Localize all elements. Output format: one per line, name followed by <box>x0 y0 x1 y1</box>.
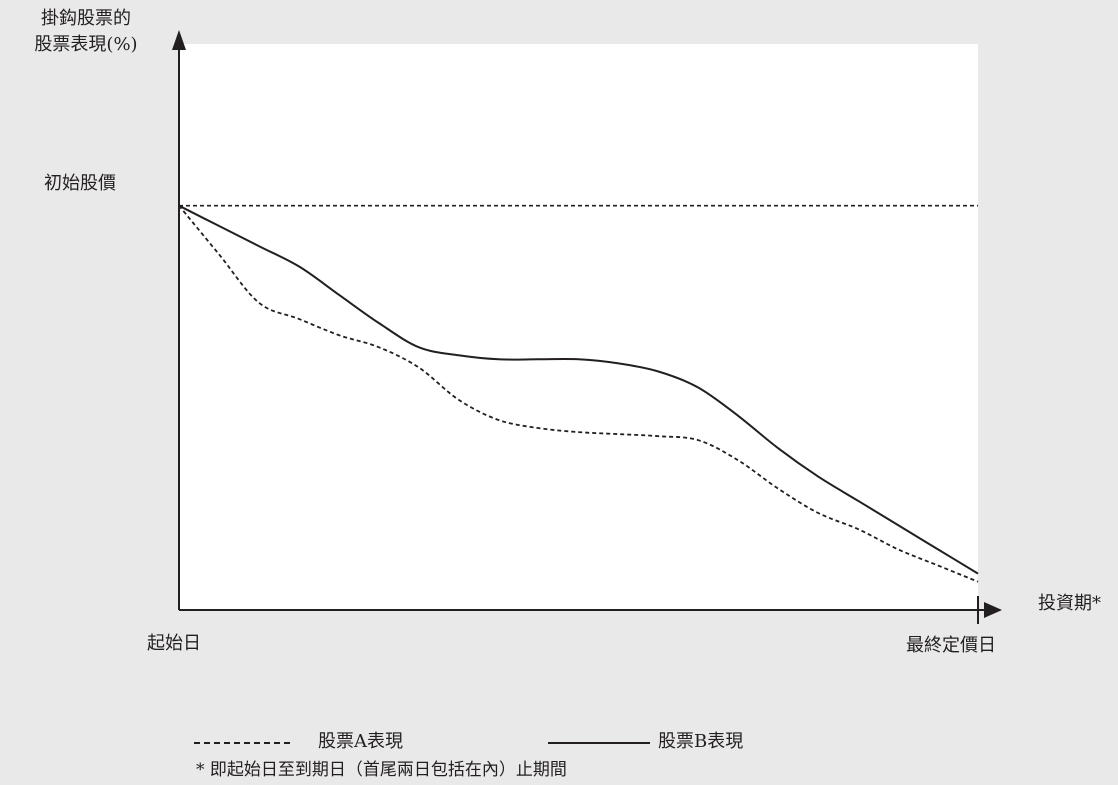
initial-price-label: 初始股價 <box>44 173 116 194</box>
x-axis-label: 投資期* <box>1038 593 1101 614</box>
y-axis-label-line1: 掛鈎股票的 <box>41 8 131 29</box>
y-axis-arrow-icon <box>172 30 186 50</box>
legend-stock-a-label: 股票A表現 <box>318 731 403 752</box>
series-stock-a-line <box>178 205 979 583</box>
y-axis-label: 掛鈎股票的 股票表現(%) <box>6 6 166 58</box>
legend-stock-b-swatch <box>548 742 650 744</box>
footnote: * 即起始日至到期日（首尾兩日包括在內）止期間 <box>196 760 567 780</box>
final-pricing-date-label: 最終定價日 <box>906 635 996 656</box>
legend-stock-a-swatch <box>194 742 290 744</box>
y-axis-label-line2: 股票表現(%) <box>34 34 138 55</box>
legend-stock-b-label: 股票B表現 <box>658 731 744 752</box>
plot-area <box>179 44 978 610</box>
x-axis-arrow-icon <box>984 602 1002 618</box>
series-stock-b-line <box>178 204 979 575</box>
start-date-label: 起始日 <box>147 633 201 654</box>
